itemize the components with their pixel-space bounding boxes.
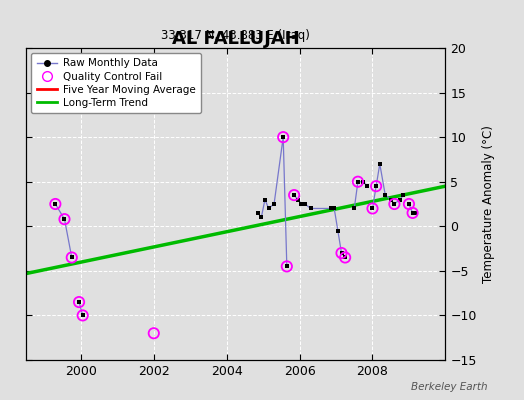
Legend: Raw Monthly Data, Quality Control Fail, Five Year Moving Average, Long-Term Tren: Raw Monthly Data, Quality Control Fail, … <box>31 53 201 113</box>
Point <box>334 228 342 234</box>
Point <box>301 201 309 207</box>
Point <box>51 201 60 207</box>
Point <box>290 192 298 198</box>
Point <box>396 196 404 203</box>
Point <box>290 192 298 198</box>
Point <box>68 254 76 261</box>
Point <box>408 210 417 216</box>
Point <box>399 192 408 198</box>
Point <box>75 299 83 305</box>
Point <box>279 134 287 140</box>
Point <box>341 254 350 261</box>
Point <box>390 201 399 207</box>
Point <box>257 214 266 220</box>
Point <box>282 263 291 270</box>
Point <box>282 263 291 270</box>
Point <box>363 183 371 189</box>
Point <box>381 192 389 198</box>
Point <box>372 183 380 189</box>
Title: AL FALLUJAH: AL FALLUJAH <box>172 30 300 48</box>
Point <box>293 196 302 203</box>
Point <box>337 250 346 256</box>
Point <box>330 205 339 212</box>
Point <box>79 312 87 319</box>
Point <box>75 299 83 305</box>
Point <box>326 205 335 212</box>
Point <box>405 201 413 207</box>
Text: Berkeley Earth: Berkeley Earth <box>411 382 487 392</box>
Point <box>60 216 69 222</box>
Point <box>149 330 158 336</box>
Point <box>376 161 384 167</box>
Point <box>405 201 413 207</box>
Point <box>368 205 377 212</box>
Point <box>51 201 60 207</box>
Point <box>297 201 305 207</box>
Point <box>79 312 87 319</box>
Point <box>60 216 69 222</box>
Point <box>368 205 377 212</box>
Point <box>390 201 399 207</box>
Point <box>354 178 362 185</box>
Point <box>279 134 287 140</box>
Text: 33.317 N, 43.883 E (Iraq): 33.317 N, 43.883 E (Iraq) <box>161 29 310 42</box>
Point <box>350 205 358 212</box>
Point <box>270 201 278 207</box>
Point <box>387 196 395 203</box>
Point <box>261 196 269 203</box>
Point <box>68 254 76 261</box>
Point <box>408 210 417 216</box>
Y-axis label: Temperature Anomaly (°C): Temperature Anomaly (°C) <box>482 125 495 283</box>
Point <box>307 205 315 212</box>
Point <box>254 210 262 216</box>
Point <box>372 183 380 189</box>
Point <box>412 210 420 216</box>
Point <box>265 205 273 212</box>
Point <box>359 178 367 185</box>
Point <box>337 250 346 256</box>
Point <box>354 178 362 185</box>
Point <box>341 254 350 261</box>
